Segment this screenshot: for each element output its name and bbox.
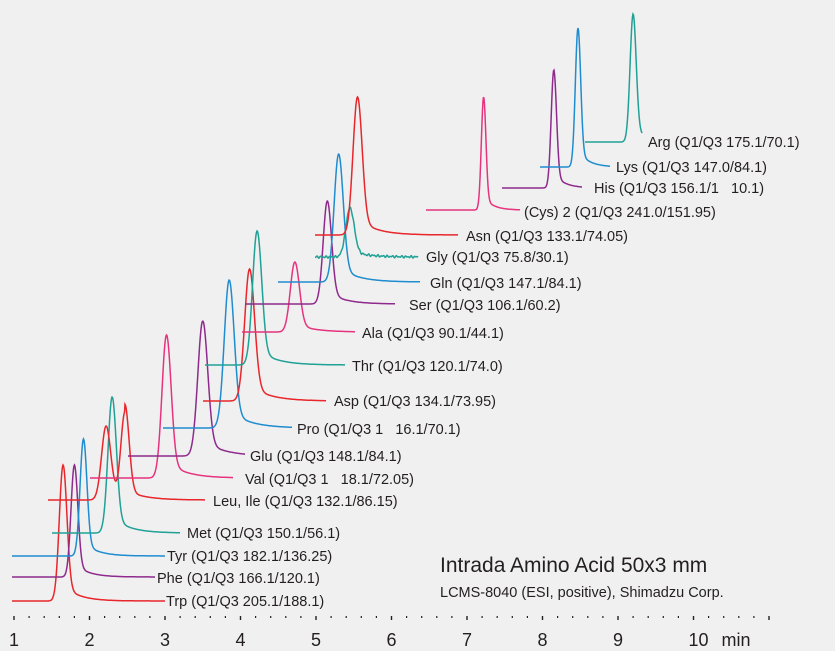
trace-label: His (Q1/Q3 156.1/1 10.1) [594,181,764,197]
trace-line [128,320,245,457]
x-tick-label: 3 [160,630,170,650]
trace-label: Asn (Q1/Q3 133.1/74.05) [466,229,628,245]
time-axis: 1 2 3 4 5 6 7 8 9 10 min [9,616,770,650]
trace-line [12,437,165,557]
trace-label-group: Trp (Q1/Q3 205.1/188.1) Phe (Q1/Q3 166.1/… [157,135,800,610]
trace-line [205,229,345,366]
trace-label: Asp (Q1/Q3 134.1/73.95) [334,394,496,410]
chart-subtitle: LCMS-8040 (ESI, positive), Shimadzu Corp… [440,585,724,601]
trace-label: Leu, Ile (Q1/Q3 132.1/86.15) [213,494,398,510]
x-tick-label: 6 [387,630,397,650]
trace-label: (Cys) 2 (Q1/Q3 241.0/151.95) [524,205,716,221]
trace-label: Gln (Q1/Q3 147.1/84.1) [430,276,582,292]
x-tick-label: 1 [9,630,19,650]
trace-label: Ala (Q1/Q3 90.1/44.1) [362,326,504,342]
trace-label: Tyr (Q1/Q3 182.1/136.25) [167,549,332,565]
trace-line [426,96,521,211]
trace-label: Phe (Q1/Q3 166.1/120.1) [157,571,320,587]
x-tick-label: 8 [538,630,548,650]
trace-line [315,206,419,260]
x-tick-label: 5 [311,630,321,650]
chart-title: Intrada Amino Acid 50x3 mm [440,554,707,577]
trace-line [12,463,165,602]
trace-line [245,200,395,305]
trace-line [52,395,180,534]
trace-line [502,68,582,189]
x-tick-label: 2 [85,630,95,650]
x-tick-label: 9 [613,630,623,650]
x-axis-unit-label: min [722,630,751,650]
trace-line [278,153,420,283]
trace-label: Met (Q1/Q3 150.1/56.1) [187,526,340,542]
trace-line [585,11,643,143]
trace-label: Gly (Q1/Q3 75.8/30.1) [426,250,569,266]
trace-line [242,261,355,333]
x-tick-label: 7 [462,630,472,650]
trace-line [48,401,205,501]
trace-line [12,463,155,578]
x-tick-label: 10 [689,630,709,650]
trace-label: Pro (Q1/Q3 1 16.1/70.1) [297,422,461,438]
trace-label: Arg (Q1/Q3 175.1/70.1) [648,135,800,151]
trace-label: Thr (Q1/Q3 120.1/74.0) [352,359,503,375]
trace-line [163,279,292,429]
trace-label: Trp (Q1/Q3 205.1/188.1) [166,594,324,610]
trace-line [203,267,326,402]
trace-line [90,333,233,479]
trace-label: Val (Q1/Q3 1 18.1/72.05) [245,472,414,488]
trace-group [12,11,643,602]
trace-label: Glu (Q1/Q3 148.1/84.1) [250,449,402,465]
x-tick-label: 4 [236,630,246,650]
trace-line [315,95,458,236]
trace-label: Ser (Q1/Q3 106.1/60.2) [409,298,561,314]
trace-label: Lys (Q1/Q3 147.0/84.1) [616,160,767,176]
trace-line [540,27,610,168]
